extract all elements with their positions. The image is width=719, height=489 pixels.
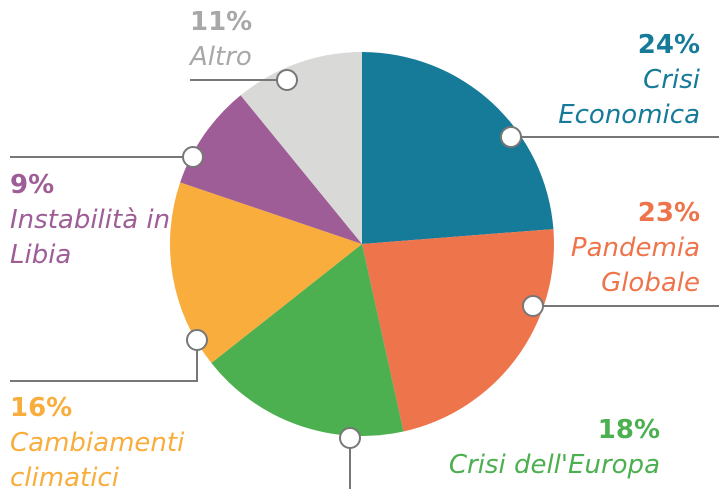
marker [276,69,298,91]
slice [170,182,362,364]
category-label: Pandemia Globale [570,233,700,298]
value-label: 16% [10,393,73,423]
slice-label: 11% Altro [190,5,310,75]
slice [240,52,362,244]
value-label: 23% [637,198,700,228]
slice [180,95,362,244]
slice-label: 18% Crisi dell'Europa [360,413,660,483]
category-label: Altro [190,42,252,72]
marker [500,126,522,148]
connectors [10,79,719,489]
category-label: Crisi Economica [558,65,700,130]
slice-label: 16% Cambiamenti climatici [10,391,230,489]
slice [211,244,404,436]
markers [182,69,544,449]
marker [339,427,361,449]
value-label: 18% [597,415,660,445]
slice-label: 9% Instabilità in Libia [10,168,185,273]
category-label: Cambiamenti climatici [10,428,185,489]
category-label: Instabilità in Libia [10,205,171,270]
value-label: 11% [190,7,253,37]
connector [10,340,198,382]
category-label: Crisi dell'Europa [448,450,660,480]
marker [186,329,208,351]
marker [182,146,204,168]
slice-label: 23% Pandemia Globale [510,196,700,301]
slice [362,229,555,432]
slice [362,52,554,244]
value-label: 9% [10,170,55,200]
slice-label: 24% Crisi Economica [510,28,700,133]
marker [522,295,544,317]
value-label: 24% [637,30,700,60]
